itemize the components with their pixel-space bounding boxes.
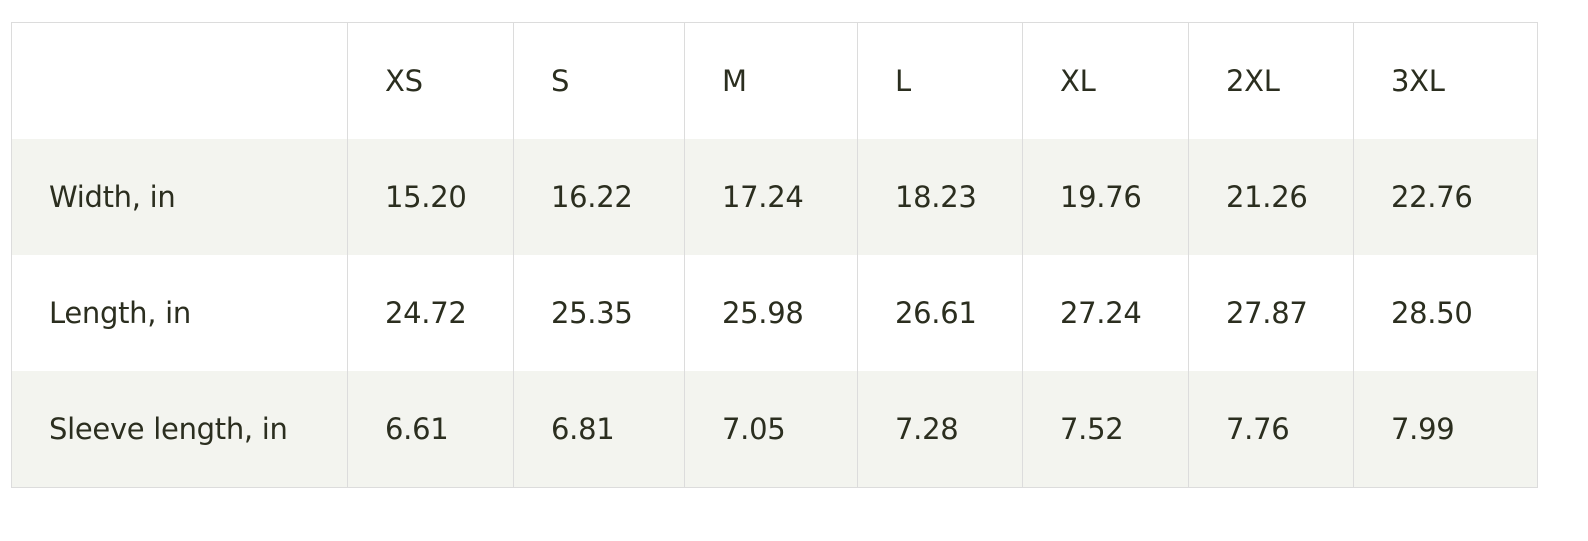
table-cell: 17.24	[684, 139, 858, 255]
size-header-xs: XS	[347, 22, 514, 139]
table-cell: 21.26	[1188, 139, 1354, 255]
table-cell: 16.22	[513, 139, 685, 255]
table-row-sleeve-length: Sleeve length, in 6.61 6.81 7.05 7.28 7.…	[11, 371, 1538, 488]
table-cell: 26.61	[857, 255, 1023, 371]
row-label-width: Width, in	[11, 139, 348, 255]
table-cell: 27.87	[1188, 255, 1354, 371]
size-chart-table: XS S M L XL 2XL 3XL Width, in 15.20 16.2…	[11, 22, 1538, 488]
size-header-3xl: 3XL	[1353, 22, 1538, 139]
table-cell: 25.98	[684, 255, 858, 371]
size-header-l: L	[857, 22, 1023, 139]
table-row-length: Length, in 24.72 25.35 25.98 26.61 27.24…	[11, 255, 1538, 371]
table-cell: 18.23	[857, 139, 1023, 255]
table-cell: 7.28	[857, 371, 1023, 488]
table-cell: 15.20	[347, 139, 514, 255]
table-cell: 7.76	[1188, 371, 1354, 488]
table-cell: 25.35	[513, 255, 685, 371]
size-header-2xl: 2XL	[1188, 22, 1354, 139]
table-cell: 6.81	[513, 371, 685, 488]
size-header-m: M	[684, 22, 858, 139]
table-cell: 7.52	[1022, 371, 1189, 488]
table-cell: 19.76	[1022, 139, 1189, 255]
table-cell: 24.72	[347, 255, 514, 371]
table-row-width: Width, in 15.20 16.22 17.24 18.23 19.76 …	[11, 139, 1538, 255]
row-label-length: Length, in	[11, 255, 348, 371]
table-cell: 7.05	[684, 371, 858, 488]
size-header-row: XS S M L XL 2XL 3XL	[11, 22, 1538, 139]
table-cell: 7.99	[1353, 371, 1538, 488]
table-cell: 6.61	[347, 371, 514, 488]
table-cell: 28.50	[1353, 255, 1538, 371]
size-header-xl: XL	[1022, 22, 1189, 139]
row-label-sleeve-length: Sleeve length, in	[11, 371, 348, 488]
corner-cell	[11, 22, 348, 139]
table-cell: 27.24	[1022, 255, 1189, 371]
size-header-s: S	[513, 22, 685, 139]
table-cell: 22.76	[1353, 139, 1538, 255]
